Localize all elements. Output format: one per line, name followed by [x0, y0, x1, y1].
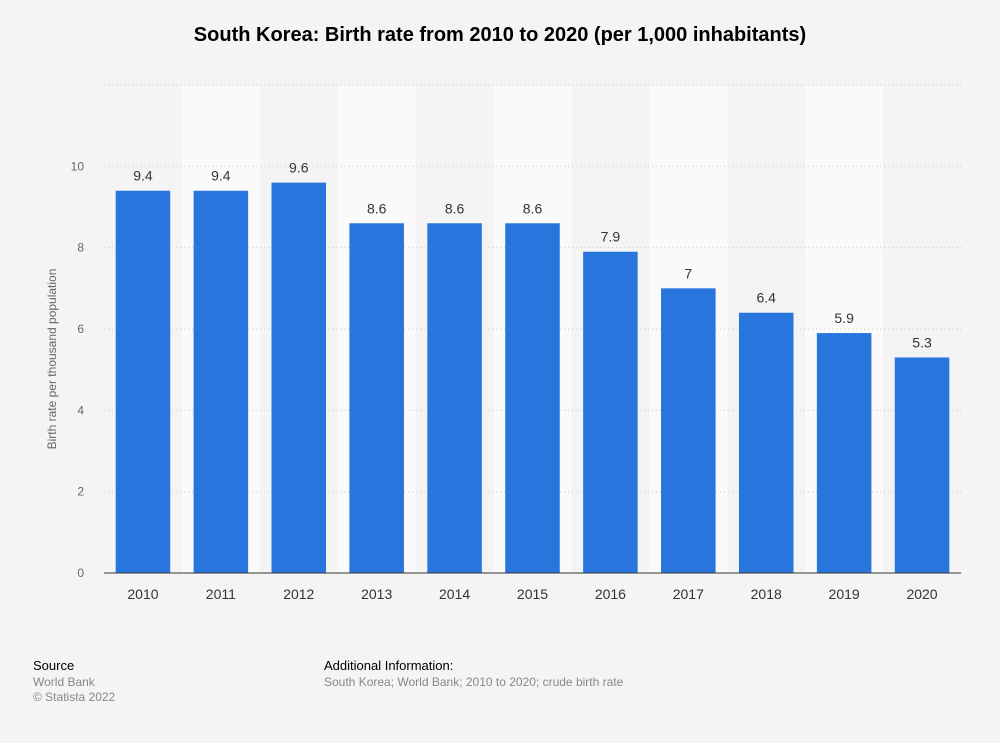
data-label: 5.9 [834, 310, 854, 326]
source-block: Source World Bank © Statista 2022 [33, 658, 115, 705]
data-label: 6.4 [756, 290, 776, 306]
bar [193, 190, 249, 573]
source-line: World Bank [33, 675, 95, 689]
data-labels: 9.4 9.4 9.6 8.6 8.6 8.6 7.9 7 6.4 5.9 5.3 [133, 160, 932, 351]
copyright-line: © Statista 2022 [33, 690, 116, 704]
data-label: 7 [684, 265, 692, 281]
x-tick-label: 2011 [206, 586, 236, 602]
data-label: 8.6 [367, 200, 387, 216]
bar [505, 223, 560, 573]
y-axis-ticks: 0 2 4 6 8 10 [71, 159, 85, 580]
bar [583, 251, 638, 573]
x-tick-label: 2014 [439, 586, 470, 602]
y-tick-label: 6 [77, 322, 84, 336]
x-tick-label: 2020 [906, 586, 937, 602]
data-label: 9.6 [289, 160, 309, 176]
data-label: 8.6 [523, 200, 543, 216]
data-label: 8.6 [445, 200, 465, 216]
source-heading: Source [33, 658, 75, 673]
x-tick-label: 2010 [127, 586, 158, 602]
y-tick-label: 4 [77, 403, 84, 417]
bar [894, 357, 950, 573]
y-tick-label: 10 [71, 159, 85, 173]
x-tick-label: 2017 [673, 586, 704, 602]
x-tick-label: 2012 [283, 586, 314, 602]
y-tick-label: 0 [77, 566, 84, 580]
chart-title: South Korea: Birth rate from 2010 to 202… [193, 24, 807, 46]
x-tick-label: 2016 [595, 586, 626, 602]
data-label: 9.4 [211, 168, 231, 184]
data-label: 9.4 [133, 168, 153, 184]
y-axis-label: Birth rate per thousand population [45, 269, 59, 450]
y-tick-label: 2 [77, 485, 84, 499]
x-tick-label: 2015 [517, 586, 548, 602]
bar [349, 223, 404, 573]
additional-info-block: Additional Information: South Korea; Wor… [324, 658, 623, 690]
bar [427, 223, 482, 573]
bar [816, 333, 872, 573]
x-tick-label: 2013 [361, 586, 392, 602]
x-tick-label: 2018 [751, 586, 782, 602]
bar [661, 288, 716, 573]
additional-info-heading: Additional Information: [324, 658, 454, 673]
y-tick-label: 8 [77, 241, 84, 255]
x-tick-label: 2019 [829, 586, 860, 602]
bars [115, 182, 950, 573]
bar [271, 182, 327, 573]
data-label: 5.3 [912, 334, 932, 350]
data-label: 7.9 [601, 229, 621, 245]
bar [738, 312, 794, 573]
additional-info-line: South Korea; World Bank; 2010 to 2020; c… [324, 675, 624, 689]
bar [115, 190, 171, 573]
x-axis-ticks: 2010 2011 2012 2013 2014 2015 2016 2017 2018 2019… [127, 586, 937, 602]
